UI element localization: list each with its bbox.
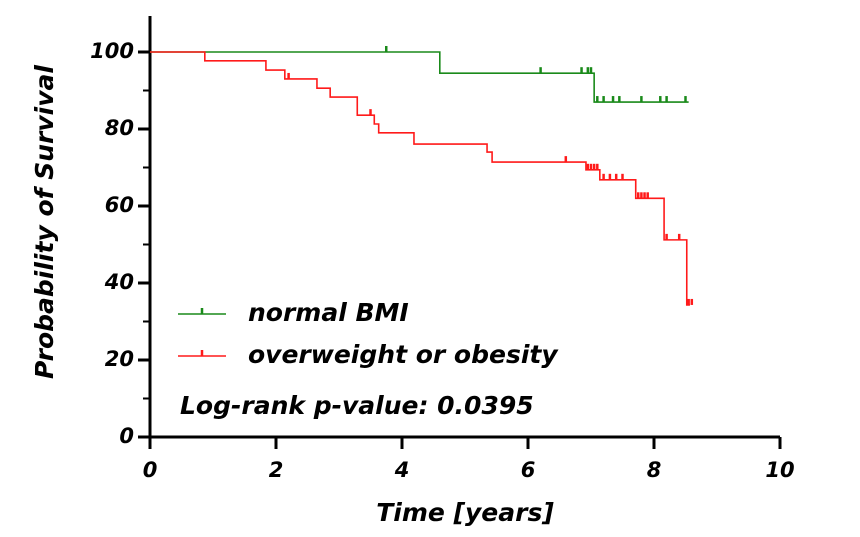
y-tick-label: 20 <box>105 347 134 371</box>
x-tick-label: 8 <box>647 458 662 482</box>
x-tick-label: 2 <box>269 458 284 482</box>
y-tick-label: 60 <box>105 193 134 217</box>
annotation: Log-rank p-value: 0.0395 <box>180 391 534 420</box>
survival-curve <box>150 51 689 103</box>
y-tick-label: 0 <box>119 424 134 448</box>
x-tick-label: 4 <box>394 458 410 482</box>
survival-curve <box>150 51 690 306</box>
y-tick-label: 40 <box>104 270 134 294</box>
y-tick-label: 100 <box>90 39 134 63</box>
x-tick-label: 6 <box>521 458 536 482</box>
x-axis-label: Time [years] <box>376 498 554 527</box>
y-tick-label: 80 <box>105 116 134 140</box>
x-tick-label: 10 <box>765 458 794 482</box>
x-tick-label: 0 <box>143 458 158 482</box>
legend-label: normal BMI <box>248 298 409 327</box>
y-axis-label: Probability of Survival <box>30 65 59 379</box>
legend-label: overweight or obesity <box>248 340 559 369</box>
